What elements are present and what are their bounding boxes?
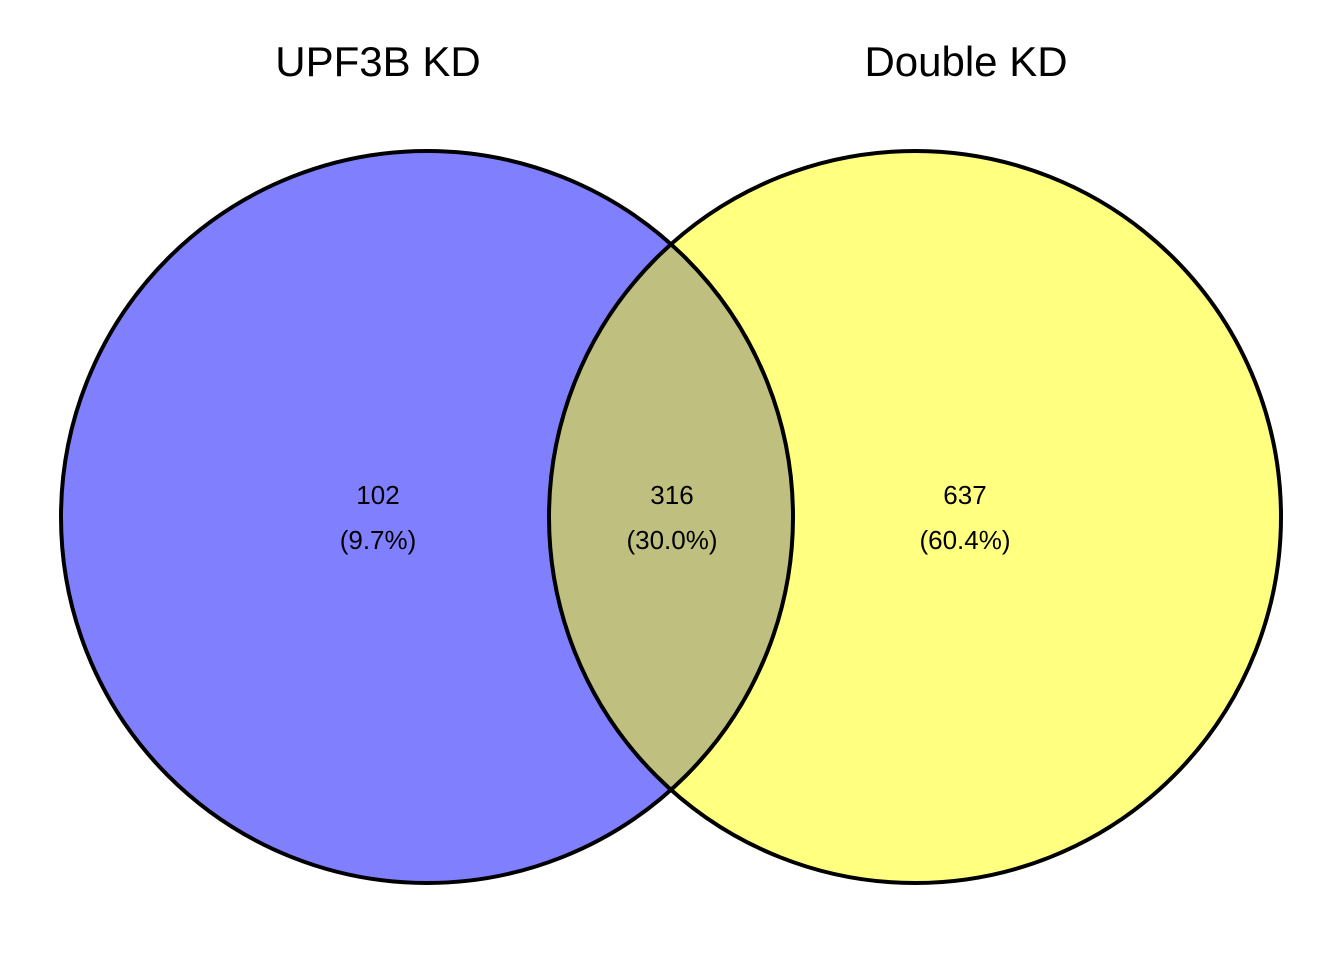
set-b-outline [547,149,1283,885]
set-a-outline [59,149,795,885]
only-b-count: 637 [943,480,986,510]
set-b-title: Double KD [864,38,1067,85]
overlap-percent: (30.0%) [626,525,717,555]
overlap-region [549,151,793,883]
only-b-percent: (60.4%) [919,525,1010,555]
overlap-count: 316 [650,480,693,510]
set-a-title: UPF3B KD [275,38,480,85]
only-a-percent: (9.7%) [340,525,417,555]
only-a-count: 102 [356,480,399,510]
